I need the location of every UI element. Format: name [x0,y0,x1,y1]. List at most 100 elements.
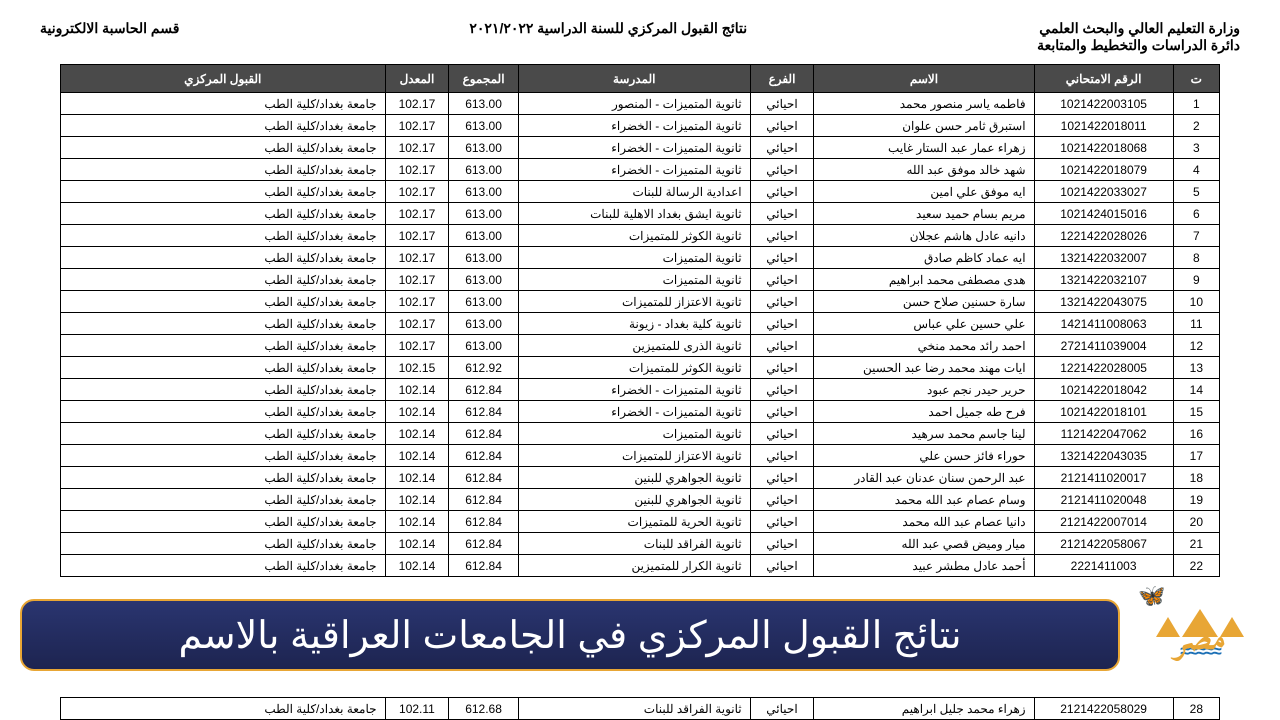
cell: 17 [1173,445,1219,467]
butterfly-icon: 🦋 [1138,583,1165,609]
cell: عبد الرحمن سنان عدنان عبد القادر [814,467,1034,489]
cell: ثانوية الكوثر للمتميزات [518,225,750,247]
table-row: 11021422003105فاطمه ياسر منصور محمداحيائ… [61,93,1220,115]
cell: حوراء فائز حسن علي [814,445,1034,467]
cell: 102.14 [385,445,449,467]
cell: 102.14 [385,423,449,445]
cell: علي حسين علي عباس [814,313,1034,335]
cell: ثانوية الجواهري للبنين [518,467,750,489]
cell: 102.17 [385,137,449,159]
cell: ثانوية الفراقد للبنات [518,533,750,555]
cell: 1021422018068 [1034,137,1173,159]
cell: 1 [1173,93,1219,115]
cell: 102.17 [385,335,449,357]
cell: جامعة بغداد/كلية الطب [61,225,386,247]
cell: 18 [1173,467,1219,489]
cell: دانيه عادل هاشم عجلان [814,225,1034,247]
table-row: 71221422028026دانيه عادل هاشم عجلاناحيائ… [61,225,1220,247]
cell: 102.14 [385,533,449,555]
cell: احيائي [750,137,814,159]
cell: جامعة بغداد/كلية الطب [61,159,386,181]
cell: 1021422003105 [1034,93,1173,115]
cell: 15 [1173,401,1219,423]
cell: 612.84 [449,445,519,467]
cell: 2721411039004 [1034,335,1173,357]
cell: جامعة بغداد/كلية الطب [61,511,386,533]
col-index: ت [1173,65,1219,93]
cell: 2121411020048 [1034,489,1173,511]
cell: فاطمه ياسر منصور محمد [814,93,1034,115]
cell: احيائي [750,445,814,467]
col-name: الاسم [814,65,1034,93]
cell: زهراء عمار عبد الستار غايب [814,137,1034,159]
table-row: 222221411003أحمد عادل مطشر عبيداحيائيثان… [61,555,1220,577]
cell-avg: 102.11 [385,698,449,720]
cell: 102.14 [385,511,449,533]
col-school: المدرسة [518,65,750,93]
cell: احمد رائد محمد منخي [814,335,1034,357]
table-row: 141021422018042حرير حيدر نجم عبوداحيائيث… [61,379,1220,401]
cell: جامعة بغداد/كلية الطب [61,93,386,115]
cell: جامعة بغداد/كلية الطب [61,467,386,489]
cell-total: 612.68 [449,698,519,720]
cell: 3 [1173,137,1219,159]
cell: احيائي [750,511,814,533]
cell: احيائي [750,335,814,357]
cell: احيائي [750,401,814,423]
cell: سارة حسنين صلاح حسن [814,291,1034,313]
table-row: 202121422007014دانيا عصام عبد الله محمدا… [61,511,1220,533]
cell-name: زهراء محمد جليل ابراهيم [814,698,1034,720]
cell: فرح طه جميل احمد [814,401,1034,423]
cell: 102.14 [385,379,449,401]
table-row: 111421411008063علي حسين علي عباساحيائيثا… [61,313,1220,335]
table-header-row: ت الرقم الامتحاني الاسم الفرع المدرسة ال… [61,65,1220,93]
col-total: المجموع [449,65,519,93]
cell: 613.00 [449,115,519,137]
cell: احيائي [750,225,814,247]
cell: 102.14 [385,555,449,577]
cell: جامعة بغداد/كلية الطب [61,335,386,357]
cell: جامعة بغداد/كلية الطب [61,269,386,291]
cell: 16 [1173,423,1219,445]
cell: 10 [1173,291,1219,313]
cell: 20 [1173,511,1219,533]
cell: ميار وميض قصي عبد الله [814,533,1034,555]
cell: 102.17 [385,247,449,269]
cell: ثانوية المتميزات - الخضراء [518,159,750,181]
cell: ثانوية كلية بغداد - زيونة [518,313,750,335]
cell: 102.17 [385,115,449,137]
cell: 1221422028026 [1034,225,1173,247]
cell: 1021422018101 [1034,401,1173,423]
cell: 613.00 [449,159,519,181]
table-row: 182121411020017عبد الرحمن سنان عدنان عبد… [61,467,1220,489]
cell: ثانوية الاعتزاز للمتميزات [518,291,750,313]
cell: جامعة بغداد/كلية الطب [61,137,386,159]
cell: 102.17 [385,291,449,313]
cell: 102.17 [385,181,449,203]
cell: احيائي [750,467,814,489]
cell: هدى مصطفى محمد ابراهيم [814,269,1034,291]
table-row: 131221422028005ايات مهند محمد رضا عبد ال… [61,357,1220,379]
cell: ثانوية الاعتزاز للمتميزات [518,445,750,467]
cell: 102.14 [385,489,449,511]
cell: احيائي [750,159,814,181]
cell: ثانوية المتميزات [518,269,750,291]
cell: 7 [1173,225,1219,247]
header-section: قسم الحاسبة الالكترونية [40,20,179,54]
cell: 612.84 [449,467,519,489]
cell: 2 [1173,115,1219,137]
cell: 613.00 [449,203,519,225]
cell-admit: جامعة بغداد/كلية الطب [61,698,386,720]
cell: ثانوية المتميزات [518,247,750,269]
document-header: وزارة التعليم العالي والبحث العلمي دائرة… [0,0,1280,64]
cell: جامعة بغداد/كلية الطب [61,181,386,203]
table-row: 28 2121422058029 زهراء محمد جليل ابراهيم… [61,698,1220,720]
cell-school: ثانوية الفراقد للبنات [518,698,750,720]
cell: 102.17 [385,225,449,247]
cell: استبرق ثامر حسن علوان [814,115,1034,137]
cell: 102.17 [385,203,449,225]
cell: 613.00 [449,247,519,269]
cell: 613.00 [449,225,519,247]
cell: 14 [1173,379,1219,401]
results-table-wrap: ت الرقم الامتحاني الاسم الفرع المدرسة ال… [0,64,1280,577]
